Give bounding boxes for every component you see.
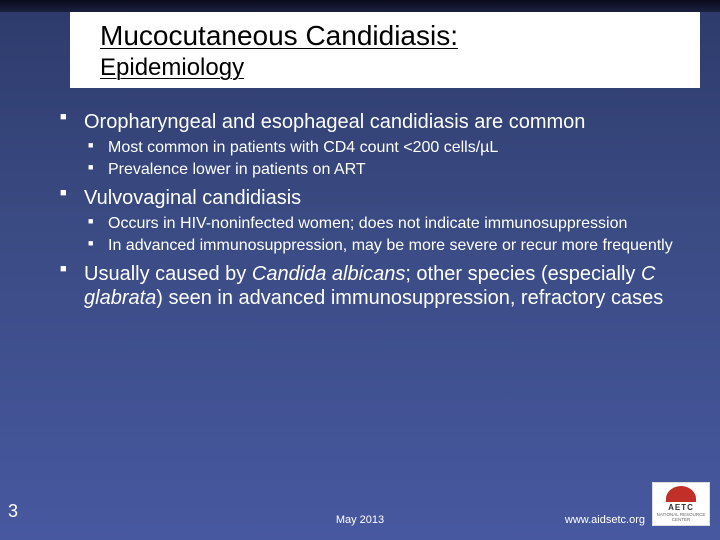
list-item: Usually caused by Candida albicans; othe… — [58, 262, 680, 310]
slide-body: Oropharyngeal and esophageal candidiasis… — [58, 110, 680, 316]
bullet-text: Occurs in HIV-noninfected women; does no… — [108, 215, 627, 232]
footer: 3 May 2013 www.aidsetc.org AETC NATIONAL… — [0, 482, 720, 530]
bullet-text: In advanced immunosuppression, may be mo… — [108, 237, 673, 254]
slide-number: 3 — [8, 501, 18, 522]
bullet-text: Most common in patients with CD4 count <… — [108, 139, 498, 156]
list-item: Vulvovaginal candidiasis Occurs in HIV-n… — [58, 186, 680, 256]
bullet-text: Prevalence lower in patients on ART — [108, 161, 366, 178]
footer-url: www.aidsetc.org — [565, 514, 645, 526]
slide-title: Mucocutaneous Candidiasis: — [100, 20, 670, 52]
title-box: Mucocutaneous Candidiasis: Epidemiology — [70, 12, 700, 88]
bullet-text: Vulvovaginal candidiasis — [84, 187, 301, 209]
list-item: Occurs in HIV-noninfected women; does no… — [84, 214, 680, 234]
logo-text: AETC — [668, 504, 694, 512]
list-item: Most common in patients with CD4 count <… — [84, 138, 680, 158]
list-item: Oropharyngeal and esophageal candidiasis… — [58, 110, 680, 180]
bullet-text: Usually caused by Candida albicans; othe… — [84, 263, 663, 309]
slide-subtitle: Epidemiology — [100, 54, 670, 82]
bullet-list-level2: Most common in patients with CD4 count <… — [84, 138, 680, 180]
logo-swoosh-icon — [666, 486, 696, 502]
bullet-list-level2: Occurs in HIV-noninfected women; does no… — [84, 214, 680, 256]
slide: Mucocutaneous Candidiasis: Epidemiology … — [0, 0, 720, 540]
logo-subtext: NATIONAL RESOURCE CENTER — [653, 513, 709, 522]
list-item: In advanced immunosuppression, may be mo… — [84, 236, 680, 256]
list-item: Prevalence lower in patients on ART — [84, 160, 680, 180]
aetc-logo: AETC NATIONAL RESOURCE CENTER — [652, 482, 710, 526]
bullet-text: Oropharyngeal and esophageal candidiasis… — [84, 111, 585, 133]
top-band — [0, 0, 720, 12]
footer-date: May 2013 — [336, 514, 384, 526]
bullet-list-level1: Oropharyngeal and esophageal candidiasis… — [58, 110, 680, 310]
